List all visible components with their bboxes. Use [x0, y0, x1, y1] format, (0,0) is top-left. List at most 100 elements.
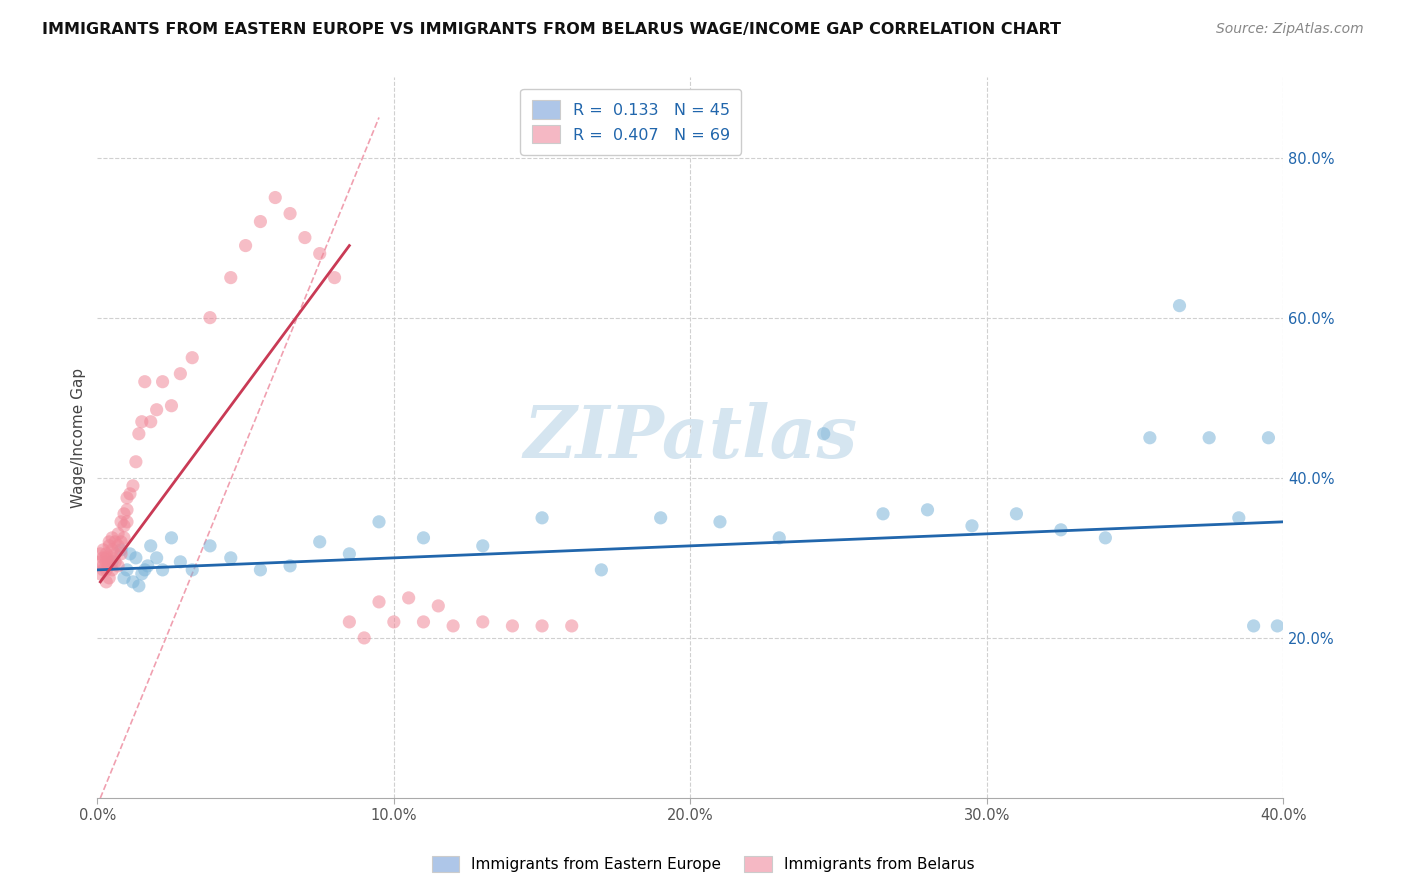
Point — [122, 574, 145, 589]
Point — [112, 507, 135, 521]
Point — [91, 558, 114, 573]
Point — [294, 230, 316, 244]
Point — [110, 534, 132, 549]
Point — [118, 487, 141, 501]
Point — [107, 539, 129, 553]
Point — [501, 619, 523, 633]
Point — [561, 619, 583, 633]
Point — [323, 270, 346, 285]
Point — [1139, 431, 1161, 445]
Point — [1168, 299, 1191, 313]
Point — [219, 270, 242, 285]
Point — [264, 190, 287, 204]
Point — [118, 547, 141, 561]
Point — [278, 558, 301, 573]
Point — [125, 455, 148, 469]
Point — [412, 531, 434, 545]
Point — [139, 415, 162, 429]
Point — [368, 515, 391, 529]
Point — [104, 547, 127, 561]
Point — [91, 542, 114, 557]
Point — [531, 511, 554, 525]
Point — [278, 206, 301, 220]
Point — [249, 563, 271, 577]
Legend: R =  0.133   N = 45, R =  0.407   N = 69: R = 0.133 N = 45, R = 0.407 N = 69 — [520, 89, 741, 154]
Point — [112, 571, 135, 585]
Point — [872, 507, 894, 521]
Point — [382, 615, 405, 629]
Point — [104, 534, 127, 549]
Point — [89, 566, 111, 581]
Point — [110, 547, 132, 561]
Text: IMMIGRANTS FROM EASTERN EUROPE VS IMMIGRANTS FROM BELARUS WAGE/INCOME GAP CORREL: IMMIGRANTS FROM EASTERN EUROPE VS IMMIGR… — [42, 22, 1062, 37]
Point — [219, 550, 242, 565]
Point — [101, 555, 124, 569]
Point — [112, 518, 135, 533]
Point — [337, 615, 360, 629]
Point — [1265, 619, 1288, 633]
Point — [427, 599, 450, 613]
Point — [591, 563, 613, 577]
Point — [131, 415, 153, 429]
Point — [89, 555, 111, 569]
Point — [181, 563, 204, 577]
Point — [96, 550, 118, 565]
Point — [107, 558, 129, 573]
Point — [145, 550, 167, 565]
Point — [198, 310, 221, 325]
Point — [96, 555, 118, 569]
Point — [169, 555, 191, 569]
Point — [98, 539, 121, 553]
Point — [1005, 507, 1028, 521]
Point — [471, 615, 494, 629]
Point — [198, 539, 221, 553]
Point — [136, 558, 159, 573]
Point — [122, 479, 145, 493]
Y-axis label: Wage/Income Gap: Wage/Income Gap — [72, 368, 86, 508]
Point — [181, 351, 204, 365]
Point — [98, 558, 121, 573]
Point — [115, 491, 138, 505]
Point — [160, 531, 183, 545]
Point — [134, 563, 156, 577]
Point — [1227, 511, 1250, 525]
Point — [353, 631, 375, 645]
Point — [160, 399, 183, 413]
Point — [131, 566, 153, 581]
Point — [169, 367, 191, 381]
Text: ZIPatlas: ZIPatlas — [523, 402, 858, 474]
Point — [115, 515, 138, 529]
Point — [112, 531, 135, 545]
Point — [368, 595, 391, 609]
Text: Source: ZipAtlas.com: Source: ZipAtlas.com — [1216, 22, 1364, 37]
Point — [917, 503, 939, 517]
Legend: Immigrants from Eastern Europe, Immigrants from Belarus: Immigrants from Eastern Europe, Immigran… — [423, 848, 983, 880]
Point — [308, 534, 330, 549]
Point — [128, 579, 150, 593]
Point — [249, 214, 271, 228]
Point — [101, 563, 124, 577]
Point — [107, 526, 129, 541]
Point — [101, 542, 124, 557]
Point — [1050, 523, 1073, 537]
Point — [115, 563, 138, 577]
Point — [152, 375, 174, 389]
Point — [134, 375, 156, 389]
Point — [650, 511, 672, 525]
Point — [152, 563, 174, 577]
Point — [308, 246, 330, 260]
Point — [139, 539, 162, 553]
Point — [89, 547, 111, 561]
Point — [91, 550, 114, 565]
Point — [125, 550, 148, 565]
Point — [768, 531, 790, 545]
Point — [96, 547, 118, 561]
Point — [110, 542, 132, 557]
Point — [709, 515, 731, 529]
Point — [1198, 431, 1220, 445]
Point — [398, 591, 420, 605]
Point — [145, 402, 167, 417]
Point — [101, 550, 124, 565]
Point — [96, 574, 118, 589]
Point — [98, 534, 121, 549]
